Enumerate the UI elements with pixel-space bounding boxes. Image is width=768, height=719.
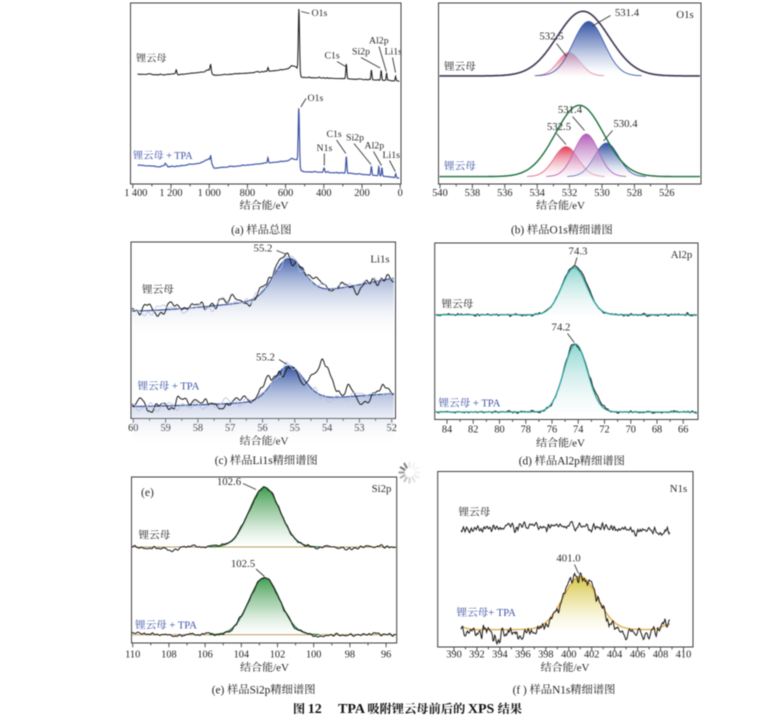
svg-text:Si2p: Si2p xyxy=(346,133,364,144)
svg-text:600: 600 xyxy=(278,188,293,199)
svg-text:200: 200 xyxy=(354,188,369,199)
svg-text:(e): (e) xyxy=(141,486,154,499)
svg-text:+ TPA: + TPA xyxy=(488,608,516,619)
svg-text:Si2p: Si2p xyxy=(352,47,370,58)
svg-text:(d): (d) xyxy=(519,456,532,468)
svg-text:1 400: 1 400 xyxy=(124,188,147,199)
svg-text:530.4: 530.4 xyxy=(613,118,638,130)
svg-text:TPA: TPA xyxy=(338,702,366,717)
svg-text:+ TPA: + TPA xyxy=(169,621,197,632)
svg-text:Li1s: Li1s xyxy=(383,150,401,161)
svg-text:531.4: 531.4 xyxy=(615,7,640,19)
svg-text:55.2: 55.2 xyxy=(256,352,275,364)
svg-text:538: 538 xyxy=(465,188,480,199)
svg-text:108: 108 xyxy=(161,650,176,661)
svg-text:78: 78 xyxy=(521,425,531,436)
svg-text:528: 528 xyxy=(627,188,642,199)
svg-text:404: 404 xyxy=(607,650,622,661)
svg-text:1 200: 1 200 xyxy=(159,188,182,199)
svg-text:410: 410 xyxy=(676,650,691,661)
svg-text:406: 406 xyxy=(630,650,645,661)
svg-text:98: 98 xyxy=(345,650,355,661)
svg-text:/eV: /eV xyxy=(569,438,585,450)
svg-text:400: 400 xyxy=(561,650,576,661)
svg-text:394: 394 xyxy=(492,650,507,661)
svg-text:102.6: 102.6 xyxy=(217,476,242,488)
svg-text:82: 82 xyxy=(468,425,478,436)
svg-text:O1s: O1s xyxy=(676,9,693,21)
svg-text:O1s: O1s xyxy=(312,8,328,19)
svg-text:74.2: 74.2 xyxy=(552,322,571,334)
svg-text:+ TPA: + TPA xyxy=(473,399,501,410)
svg-text:532: 532 xyxy=(562,188,577,199)
svg-text:N1s: N1s xyxy=(317,143,333,154)
svg-text:526: 526 xyxy=(659,188,674,199)
svg-text:12: 12 xyxy=(308,702,322,717)
svg-text:96: 96 xyxy=(381,650,391,661)
svg-text:74: 74 xyxy=(573,425,583,436)
svg-text:104: 104 xyxy=(234,650,249,661)
svg-text:532.5: 532.5 xyxy=(547,121,571,133)
svg-text:C1s: C1s xyxy=(325,51,340,62)
svg-text:390: 390 xyxy=(446,650,461,661)
svg-text:+ TPA: + TPA xyxy=(166,151,193,162)
svg-text:0: 0 xyxy=(398,188,403,199)
svg-text:76: 76 xyxy=(547,425,557,436)
svg-text:O1s: O1s xyxy=(308,93,324,104)
svg-text:(a): (a) xyxy=(231,225,244,237)
svg-text:(e): (e) xyxy=(212,684,225,696)
svg-text:396: 396 xyxy=(515,650,530,661)
svg-text:531.4: 531.4 xyxy=(558,104,583,116)
svg-text:+ TPA: + TPA xyxy=(172,382,200,393)
svg-text:N1s: N1s xyxy=(552,684,570,696)
svg-text:80: 80 xyxy=(494,425,504,436)
svg-text:C1s: C1s xyxy=(327,129,342,140)
svg-text:1 000: 1 000 xyxy=(198,188,221,199)
svg-text:72: 72 xyxy=(599,425,609,436)
svg-text:(b): (b) xyxy=(511,225,524,237)
svg-text:Li1s: Li1s xyxy=(385,47,403,58)
svg-text:/eV: /eV xyxy=(273,662,289,674)
svg-text:800: 800 xyxy=(240,188,255,199)
svg-text:400: 400 xyxy=(316,188,331,199)
svg-text:102.5: 102.5 xyxy=(231,558,255,570)
svg-text:102: 102 xyxy=(270,650,285,661)
svg-text:/eV: /eV xyxy=(569,200,585,212)
svg-text:84: 84 xyxy=(442,425,452,436)
svg-text:68: 68 xyxy=(652,425,662,436)
svg-text:110: 110 xyxy=(125,650,140,661)
svg-text:Al2p: Al2p xyxy=(369,36,389,47)
svg-text:55.2: 55.2 xyxy=(254,243,273,255)
svg-text:408: 408 xyxy=(653,650,668,661)
svg-text:534: 534 xyxy=(529,188,544,199)
svg-text:70: 70 xyxy=(626,425,636,436)
svg-text:XPS: XPS xyxy=(468,702,495,717)
svg-text:401.0: 401.0 xyxy=(556,553,580,565)
svg-text:Al2p: Al2p xyxy=(671,249,693,261)
svg-text:Al2p: Al2p xyxy=(365,141,385,152)
svg-text:532.5: 532.5 xyxy=(539,31,563,43)
svg-text:Li1s: Li1s xyxy=(370,254,389,266)
svg-text:N1s: N1s xyxy=(670,483,687,495)
svg-text:540: 540 xyxy=(432,188,447,199)
svg-text:106: 106 xyxy=(197,650,212,661)
svg-text:Si2p: Si2p xyxy=(372,483,392,495)
svg-text:74.3: 74.3 xyxy=(569,246,588,258)
svg-text:536: 536 xyxy=(497,188,512,199)
svg-text:Al2p: Al2p xyxy=(557,456,580,468)
svg-text:402: 402 xyxy=(584,650,599,661)
svg-text:530: 530 xyxy=(594,188,609,199)
svg-text:(f ): (f ) xyxy=(513,684,527,696)
svg-text:392: 392 xyxy=(469,650,484,661)
svg-text:66: 66 xyxy=(678,425,688,436)
svg-text:Si2p: Si2p xyxy=(250,684,271,696)
svg-text:/eV: /eV xyxy=(273,200,289,212)
svg-text:100: 100 xyxy=(306,650,321,661)
svg-text:/eV: /eV xyxy=(574,662,590,674)
svg-text:O1s: O1s xyxy=(550,225,568,237)
svg-text:398: 398 xyxy=(538,650,553,661)
